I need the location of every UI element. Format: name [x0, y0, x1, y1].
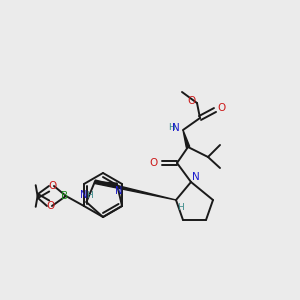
Text: H: H [168, 124, 175, 133]
Text: N: N [172, 123, 180, 133]
Text: N: N [115, 185, 122, 196]
Text: N: N [192, 172, 200, 182]
Text: O: O [150, 158, 158, 168]
Text: O: O [47, 201, 55, 211]
Text: O: O [49, 181, 57, 191]
Text: H: H [86, 190, 93, 200]
Text: O: O [218, 103, 226, 113]
Polygon shape [183, 130, 190, 148]
Text: O: O [187, 96, 195, 106]
Text: B: B [61, 191, 68, 201]
Text: N: N [80, 190, 87, 200]
Text: H: H [178, 203, 184, 212]
Polygon shape [94, 180, 176, 200]
